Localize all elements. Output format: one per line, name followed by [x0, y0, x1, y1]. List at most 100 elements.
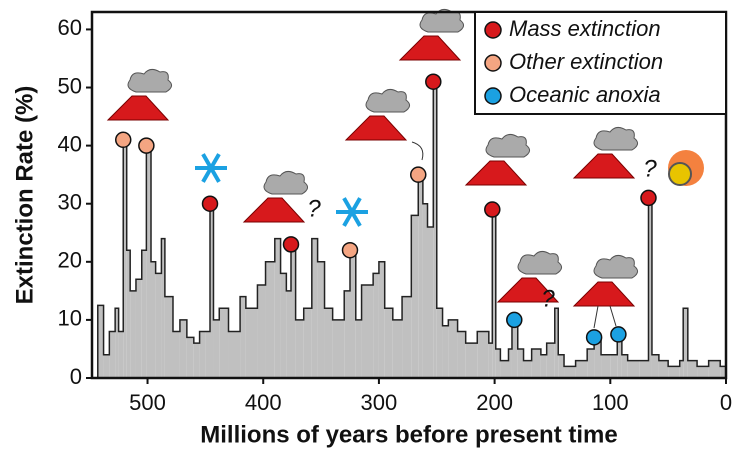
step-bar	[194, 343, 200, 378]
y-tick-label: 40	[58, 131, 82, 156]
step-bar	[393, 320, 402, 378]
step-bar	[325, 308, 333, 378]
step-bar	[547, 343, 555, 378]
step-bar	[119, 332, 124, 378]
volcano	[400, 36, 460, 60]
step-bar	[275, 239, 281, 378]
smoke	[486, 134, 530, 157]
step-bar	[362, 285, 374, 378]
event-marker	[507, 312, 522, 327]
volcano	[346, 116, 406, 140]
legend-label: Oceanic anoxia	[509, 82, 661, 107]
step-bar	[411, 215, 418, 378]
event-marker	[139, 138, 154, 153]
step-bar	[200, 332, 206, 378]
x-tick-label: 200	[476, 390, 513, 415]
annotation: ?	[643, 155, 657, 182]
legend-label: Mass extinction	[509, 16, 661, 41]
connector	[412, 142, 423, 160]
step-bar	[151, 262, 156, 378]
step-bar	[477, 332, 489, 378]
volcano	[108, 96, 168, 120]
step-bar	[639, 361, 648, 378]
event-marker	[411, 167, 426, 182]
step-bar	[458, 332, 466, 378]
x-axis-label: Millions of years before present time	[200, 421, 617, 448]
step-bar	[130, 291, 136, 378]
step-bar	[709, 361, 721, 378]
step-bar	[246, 308, 258, 378]
step-bar	[304, 308, 312, 378]
event-marker	[485, 202, 500, 217]
event-marker	[283, 237, 298, 252]
x-tick-label: 100	[592, 390, 629, 415]
step-bar	[448, 320, 457, 378]
step-bar	[652, 355, 659, 378]
annotation: ?	[307, 195, 321, 222]
event-marker	[611, 327, 626, 342]
step-bar	[541, 355, 547, 378]
event-marker	[641, 190, 656, 205]
chart: Millions of years before present time Ex…	[0, 0, 736, 450]
step-bar	[587, 349, 594, 378]
annotation: ?	[541, 285, 555, 312]
step-bar	[136, 279, 142, 378]
step-bar	[281, 273, 287, 378]
volcano	[244, 198, 304, 222]
step-bar	[180, 320, 187, 378]
y-tick-label: 20	[58, 248, 82, 273]
step-bar	[266, 262, 275, 378]
step-bar	[385, 308, 393, 378]
step-bar	[213, 320, 219, 378]
step-bar	[622, 355, 628, 378]
volcano	[574, 154, 634, 178]
step-bar	[257, 285, 265, 378]
y-tick-label: 30	[58, 190, 82, 215]
step-bar	[532, 349, 541, 378]
step-bar	[668, 366, 680, 378]
smoke	[264, 171, 308, 194]
y-axis-label: Extinction Rate (%)	[11, 86, 38, 305]
y-tick-label: 0	[70, 364, 82, 389]
asteroid	[669, 163, 691, 185]
step-bar	[466, 343, 478, 378]
step-bar	[659, 361, 668, 378]
step-bar	[423, 204, 428, 378]
step-bar	[489, 343, 492, 378]
step-bar	[628, 361, 640, 378]
step-bar	[205, 332, 210, 378]
step-bar	[109, 332, 115, 378]
event-marker	[116, 132, 131, 147]
step-bar	[156, 273, 162, 378]
step-bar	[240, 297, 246, 378]
x-tick-label: 0	[720, 390, 732, 415]
smoke	[366, 89, 410, 112]
volcano	[574, 282, 634, 306]
step-bar	[576, 361, 588, 378]
step-bar	[350, 250, 356, 378]
step-bar	[697, 366, 709, 378]
step-bar	[564, 366, 576, 378]
step-bar	[558, 355, 564, 378]
step-bar	[512, 326, 518, 378]
step-bar	[219, 308, 228, 378]
legend-marker	[485, 88, 501, 104]
x-tick-label: 400	[245, 390, 282, 415]
event-marker	[342, 243, 357, 258]
step-bar	[286, 291, 291, 378]
step-bar	[296, 320, 304, 378]
step-bar	[98, 305, 104, 378]
smoke	[594, 127, 638, 150]
event-marker	[426, 74, 441, 89]
step-bar	[229, 332, 241, 378]
step-bar	[356, 320, 362, 378]
y-tick-label: 50	[58, 73, 82, 98]
step-bar	[187, 337, 194, 378]
step-bar	[165, 297, 173, 378]
step-bar	[402, 297, 411, 378]
step-bar	[333, 320, 345, 378]
legend-marker	[485, 22, 501, 38]
event-marker	[203, 196, 218, 211]
step-bar	[318, 262, 325, 378]
step-bar	[373, 273, 379, 378]
